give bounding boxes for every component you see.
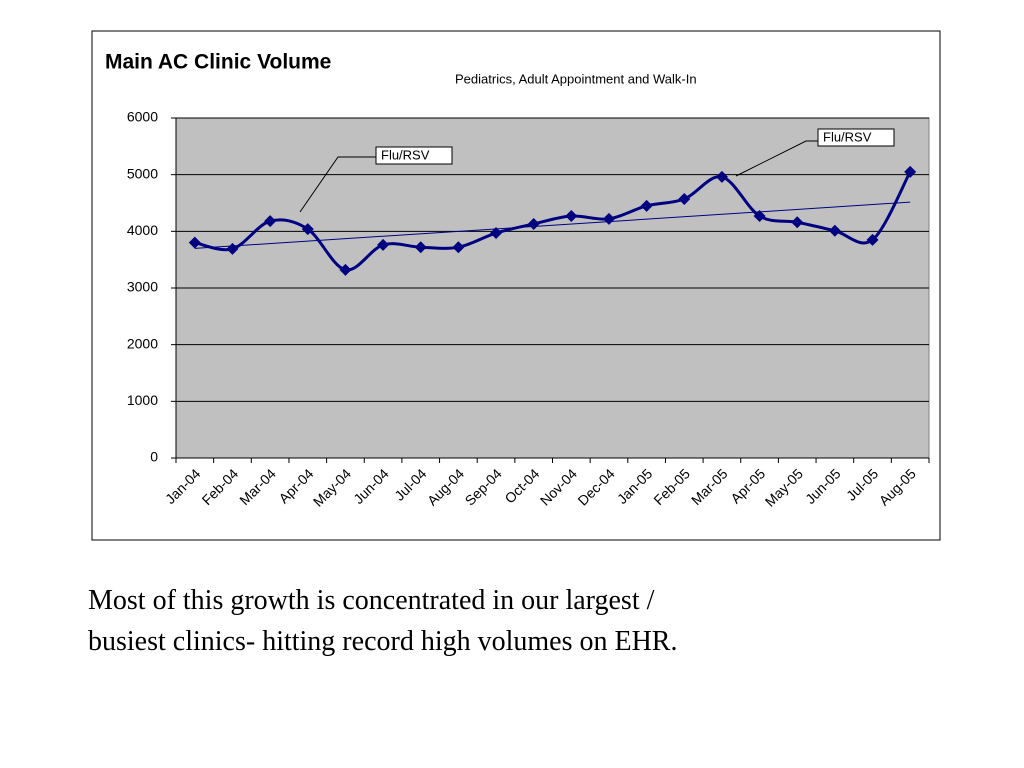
marker [452, 241, 465, 254]
y-tick-label: 2000 [127, 335, 158, 351]
chart-subtitle: Pediatrics, Adult Appointment and Walk-I… [455, 71, 697, 86]
callout-line [299, 156, 376, 213]
annotation: Flu/RSV [381, 147, 430, 162]
y-tick-label: 1000 [127, 392, 158, 408]
annotation: Flu/RSV [823, 129, 872, 144]
marker [414, 241, 427, 254]
y-tick-label: 3000 [127, 279, 158, 295]
callout-line [735, 140, 818, 177]
marker [565, 210, 578, 223]
y-tick-label: 0 [150, 449, 158, 465]
marker [678, 193, 691, 206]
marker [640, 199, 653, 212]
marker [226, 242, 239, 255]
marker [339, 263, 352, 276]
chart: Main AC Clinic Volume Pediatrics, Adult … [91, 30, 941, 541]
marker [753, 210, 766, 223]
marker [602, 212, 615, 225]
marker [715, 170, 728, 183]
marker [377, 238, 390, 251]
trend-line [194, 201, 911, 249]
y-tick-label: 4000 [127, 222, 158, 238]
marker [791, 216, 804, 229]
y-tick-label: 6000 [127, 109, 158, 125]
marker [904, 165, 917, 178]
marker [301, 223, 314, 236]
marker [490, 227, 503, 240]
marker [866, 233, 879, 246]
chart-title: Main AC Clinic Volume [105, 51, 331, 74]
marker [828, 224, 841, 237]
callout-box [817, 128, 895, 147]
marker [264, 215, 277, 228]
body-text: Most of this growth is concentrated in o… [88, 585, 678, 657]
callout-box [375, 146, 453, 165]
marker [527, 217, 540, 230]
marker [188, 236, 201, 249]
y-tick-label: 5000 [127, 165, 158, 181]
